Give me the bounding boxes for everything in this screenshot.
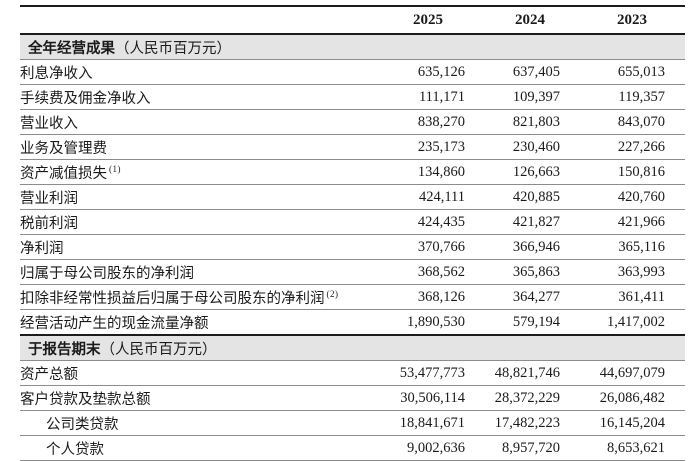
row-label: 经营活动产生的现金流量净额 [20,309,380,336]
table-row: 营业利润 424,111 420,885 420,760 [20,184,685,210]
row-label: 营业利润 [20,184,380,210]
table-row: 业务及管理费 235,173 230,460 227,266 [20,134,685,160]
value-cell: 838,270 [380,109,465,135]
value-cell: 365,116 [560,234,685,260]
section-title-text: 于报告期末 [28,341,101,358]
value-cell: 420,760 [560,184,685,210]
value-cell: 365,863 [465,259,560,285]
row-label: 利息净收入 [20,59,380,85]
footnote-ref: (2) [326,288,339,299]
value-cell: 44,697,079 [560,360,685,386]
row-label: 扣除非经常性损益后归属于母公司股东的净利润 (2) [20,284,380,310]
table-row: 手续费及佣金净收入 111,171 109,397 119,357 [20,84,685,110]
value-cell: 1,417,002 [560,309,685,336]
table-row: 经营活动产生的现金流量净额 1,890,530 579,194 1,417,002 [20,309,685,336]
table-row: 净利润 370,766 366,946 365,116 [20,234,685,260]
value-cell: 364,277 [465,284,560,310]
value-cell: 363,993 [560,259,685,285]
section-title: 于报告期末（人民币百万元） [20,335,685,361]
table-row: 扣除非经常性损益后归属于母公司股东的净利润 (2) 368,126 364,277 36… [20,284,685,310]
row-label: 资产减值损失 (1) [20,159,380,185]
row-label: 手续费及佣金净收入 [20,84,380,110]
value-cell: 134,860 [380,159,465,185]
table-row: 税前利润 424,435 421,827 421,966 [20,209,685,235]
table-row: 归属于母公司股东的净利润 368,562 365,863 363,993 [20,259,685,285]
value-cell: 421,966 [560,209,685,235]
value-cell: 368,562 [380,259,465,285]
table-row: 资产减值损失 (1) 134,860 126,663 150,816 [20,159,685,185]
row-label: 归属于母公司股东的净利润 [20,259,380,285]
section-header-row: 全年经营成果（人民币百万元） [20,34,685,60]
financial-summary-table: 2025 2024 2023 全年经营成果（人民币百万元） 利息净收入 635,12… [20,5,685,461]
value-cell: 111,171 [380,84,465,110]
column-header-year: 2025 [380,6,465,35]
section-unit-text: （人民币百万元） [115,40,231,57]
value-cell: 655,013 [560,59,685,85]
value-cell: 26,086,482 [560,385,685,411]
value-cell: 119,357 [560,84,685,110]
value-cell: 420,885 [465,184,560,210]
table-row: 营业收入 838,270 821,803 843,070 [20,109,685,135]
year-header-row: 2025 2024 2023 [20,6,685,35]
value-cell: 1,890,530 [380,309,465,336]
value-cell: 17,482,223 [465,410,560,436]
value-cell: 635,126 [380,59,465,85]
value-cell: 230,460 [465,134,560,160]
row-label: 净利润 [20,234,380,260]
value-cell: 366,946 [465,234,560,260]
value-cell: 30,506,114 [380,385,465,411]
value-cell: 235,173 [380,134,465,160]
value-cell: 16,145,204 [560,410,685,436]
value-cell: 150,816 [560,159,685,185]
value-cell: 421,827 [465,209,560,235]
value-cell: 579,194 [465,309,560,336]
value-cell: 227,266 [560,134,685,160]
value-cell: 368,126 [380,284,465,310]
section-header-row: 于报告期末（人民币百万元） [20,335,685,361]
table-row: 资产总额 53,477,773 48,821,746 44,697,079 [20,360,685,386]
value-cell: 361,411 [560,284,685,310]
table-row: 利息净收入 635,126 637,405 655,013 [20,59,685,85]
column-header-year: 2024 [465,6,560,35]
footnote-ref: (1) [109,163,121,174]
section-unit-text: （人民币百万元） [100,341,217,358]
value-cell: 821,803 [465,109,560,135]
value-cell: 28,372,229 [465,385,560,411]
value-cell: 48,821,746 [465,360,560,386]
column-header-year: 2023 [560,6,685,35]
value-cell: 424,111 [380,184,465,210]
section-title-text: 全年经营成果 [28,40,115,57]
value-cell: 18,841,671 [380,410,465,436]
table-row: 公司类贷款 18,841,671 17,482,223 16,145,204 [20,410,685,436]
table-body: 全年经营成果（人民币百万元） 利息净收入 635,126 637,405 655,013… [20,34,685,461]
value-cell: 370,766 [380,234,465,260]
value-cell: 637,405 [465,59,560,85]
value-cell: 424,435 [380,209,465,235]
value-cell: 126,663 [465,159,560,185]
value-cell: 843,070 [560,109,685,135]
row-label: 公司类贷款 [20,410,380,436]
column-header-blank [20,6,380,35]
row-label: 客户贷款及垫款总额 [20,385,380,411]
table-row: 客户贷款及垫款总额 30,506,114 28,372,229 26,086,482 [20,385,685,411]
value-cell: 53,477,773 [380,360,465,386]
row-label: 资产总额 [20,360,380,386]
row-label: 营业收入 [20,109,380,135]
row-label: 业务及管理费 [20,134,380,160]
section-title: 全年经营成果（人民币百万元） [20,34,685,60]
row-label: 税前利润 [20,209,380,235]
value-cell: 109,397 [465,84,560,110]
